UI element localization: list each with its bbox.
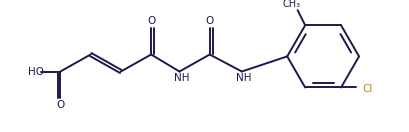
Text: HO: HO <box>28 67 44 77</box>
Text: Cl: Cl <box>362 84 373 94</box>
Text: O: O <box>206 16 214 26</box>
Text: O: O <box>56 100 65 110</box>
Text: NH: NH <box>236 73 252 83</box>
Text: CH₃: CH₃ <box>283 0 301 10</box>
Text: NH: NH <box>173 73 189 83</box>
Text: O: O <box>147 16 155 26</box>
